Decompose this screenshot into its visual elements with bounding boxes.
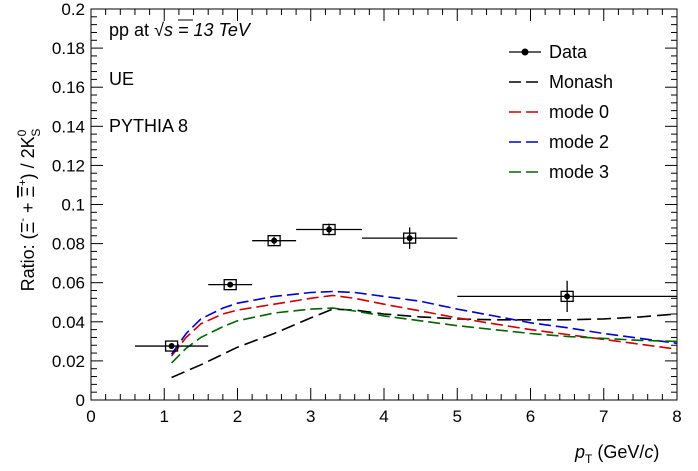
- legend-marker: [521, 48, 529, 56]
- syst-error-box: [560, 290, 574, 303]
- syst-error-box: [322, 223, 336, 236]
- y-tick-label: 0.06: [52, 274, 85, 293]
- y-axis-label: Ratio: (Ξ- + Ξ+) / 2K0S: [15, 129, 43, 292]
- curve-mode-0: [170, 294, 678, 357]
- data-marker: [227, 281, 234, 288]
- legend-label: mode 0: [549, 102, 609, 122]
- y-tick-label: 0.1: [61, 196, 85, 215]
- curve-mode-2: [170, 290, 678, 355]
- y-tick-label: 0.08: [52, 235, 85, 254]
- x-axis-label: pT (GeV/c): [574, 442, 659, 466]
- axis-ticks: [90, 8, 678, 401]
- x-tick-label: 7: [599, 407, 608, 426]
- x-tick-label: 0: [86, 407, 95, 426]
- annotation-region: UE: [109, 69, 134, 89]
- legend-entry: Monash: [509, 72, 613, 92]
- y-tick-label: 0.2: [61, 0, 85, 19]
- data-point: [252, 235, 297, 247]
- data-point: [296, 223, 363, 236]
- curve-monash: [171, 308, 678, 379]
- plot-frame: [90, 8, 678, 401]
- annotation-collision: pp at √s = 13 TeV: [109, 20, 252, 40]
- x-tick-label: 4: [379, 407, 388, 426]
- x-tick-label: 3: [306, 407, 315, 426]
- legend-label: Data: [549, 42, 588, 62]
- legend-entry: mode 0: [509, 102, 609, 122]
- x-tick-label: 1: [160, 407, 169, 426]
- data-point: [457, 280, 677, 313]
- legend-entry: mode 3: [509, 162, 609, 182]
- legend-entry: Data: [509, 42, 588, 62]
- data-marker: [406, 235, 413, 242]
- legend: Data Monash mode 0 mode 2 mode 3: [509, 42, 613, 182]
- x-tick-label: 8: [672, 407, 681, 426]
- syst-error-box: [267, 235, 281, 247]
- y-tick-labels: 0 0.02 0.04 0.06 0.08 0.1 0.12 0.14 0.16 0.18 0.2: [52, 0, 85, 410]
- syst-error-box: [164, 340, 179, 352]
- legend-label: mode 3: [549, 162, 609, 182]
- y-tick-label: 0.14: [52, 117, 85, 136]
- x-tick-label: 2: [233, 407, 242, 426]
- data-marker: [564, 293, 571, 300]
- data-marker: [168, 343, 175, 350]
- y-tick-label: 0.04: [52, 313, 85, 332]
- syst-error-box: [223, 279, 237, 291]
- x-tick-labels: 0 1 2 3 4 5 6 7 8: [86, 407, 681, 426]
- y-tick-label: 0: [76, 391, 85, 410]
- data-marker: [326, 226, 333, 233]
- y-tick-label: 0.12: [52, 156, 85, 175]
- y-tick-label: 0.02: [52, 352, 85, 371]
- model-curves: [170, 290, 678, 379]
- y-tick-label: 0.16: [52, 78, 85, 97]
- data-point: [134, 340, 209, 352]
- data-point: [362, 227, 458, 249]
- y-tick-label: 0.18: [52, 39, 85, 58]
- legend-entry: mode 2: [509, 132, 609, 152]
- syst-error-box: [402, 232, 417, 244]
- data-points: [134, 223, 677, 352]
- data-point: [208, 279, 253, 291]
- curve-mode-3: [171, 307, 678, 364]
- data-marker: [271, 237, 278, 244]
- legend-label: Monash: [549, 72, 613, 92]
- legend-label: mode 2: [549, 132, 609, 152]
- x-tick-label: 5: [453, 407, 462, 426]
- x-tick-label: 6: [526, 407, 535, 426]
- annotation-generator: PYTHIA 8: [109, 116, 188, 136]
